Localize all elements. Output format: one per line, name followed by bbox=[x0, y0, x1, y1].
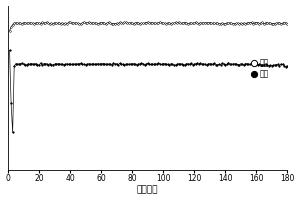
Legend: 充电, 放电: 充电, 放电 bbox=[248, 55, 272, 82]
X-axis label: 循环次数: 循环次数 bbox=[137, 185, 158, 194]
